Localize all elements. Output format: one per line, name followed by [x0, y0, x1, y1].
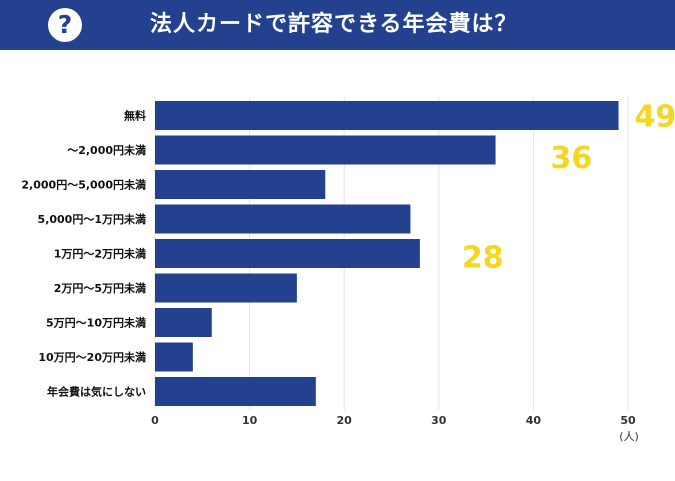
page-title: 法人カードで許容できる年会費は？ — [150, 12, 518, 37]
question-icon: ? — [48, 8, 82, 42]
title-bar: ? 法人カードで許容できる年会費は？ — [0, 0, 675, 50]
x-tick-label: 30 — [431, 414, 447, 427]
x-tick-label: 10 — [242, 414, 258, 427]
category-label: 2,000円〜5,000円未満 — [21, 178, 146, 192]
category-label: 5万円〜10万円未満 — [46, 316, 146, 330]
x-tick-label: 50 — [620, 414, 636, 427]
bar — [155, 135, 496, 165]
bar — [155, 239, 420, 268]
bar — [155, 308, 212, 337]
category-label: 無料 — [124, 109, 146, 123]
category-label: 5,000円〜1万円未満 — [38, 212, 146, 226]
bar — [155, 377, 316, 406]
bar — [155, 342, 193, 372]
value-annotation: 36 — [551, 141, 593, 176]
bar — [155, 204, 411, 234]
bar — [155, 170, 326, 199]
category-label: 年会費は気にしない — [47, 385, 146, 399]
bar — [155, 273, 297, 303]
value-annotation: 49 — [635, 100, 675, 135]
category-label: 1万円〜2万円未満 — [54, 247, 146, 261]
category-label: 〜2,000円未満 — [67, 143, 146, 157]
category-label: 10万円〜20万円未満 — [38, 350, 146, 364]
x-tick-label: 40 — [526, 414, 542, 427]
bar — [155, 101, 619, 130]
category-label: 2万円〜5万円未満 — [54, 281, 146, 295]
x-axis-unit: (人) — [619, 430, 639, 443]
x-tick-label: 20 — [337, 414, 353, 427]
value-annotation: 28 — [462, 241, 504, 276]
x-tick-label: 0 — [151, 414, 159, 427]
